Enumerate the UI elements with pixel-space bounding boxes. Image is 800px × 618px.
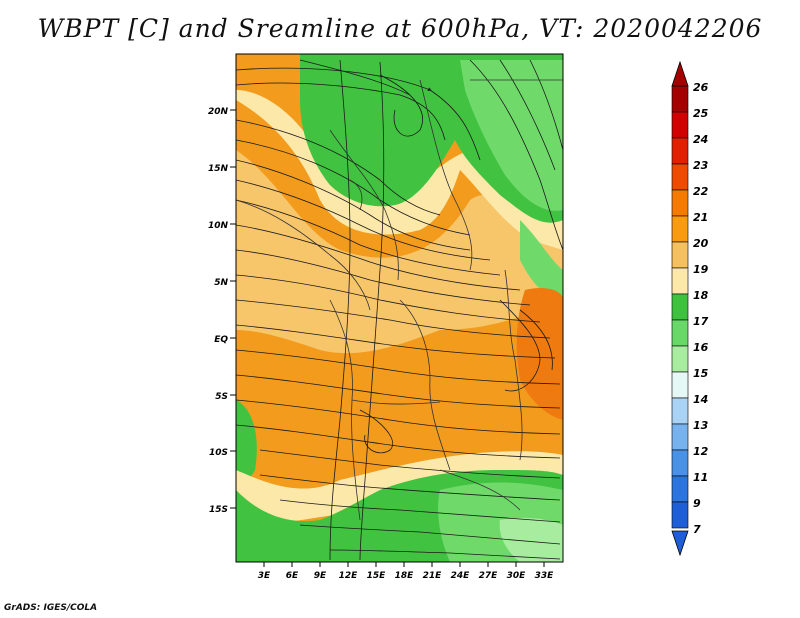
- west-green-blob: [236, 400, 257, 482]
- colorbar-boxes: [671, 85, 689, 529]
- colorbar-label: 7: [693, 523, 701, 536]
- colorbar-box: [671, 345, 689, 373]
- lon-label-6e: 6E: [286, 562, 299, 581]
- colorbar-label: 9: [693, 497, 701, 510]
- svg-text:10N: 10N: [208, 221, 229, 231]
- colorbar-bottom-arrow: [671, 530, 689, 557]
- svg-text:20N: 20N: [208, 107, 229, 117]
- svg-text:27E: 27E: [479, 571, 499, 581]
- lat-label-10s: 10S: [209, 448, 236, 458]
- map-title: WBPT [C] and Sreamline at 600hPa, VT: 20…: [37, 14, 763, 43]
- svg-text:5N: 5N: [214, 278, 228, 288]
- svg-text:6E: 6E: [286, 571, 299, 581]
- map-frame: [235, 53, 564, 563]
- colorbar-label: 20: [693, 237, 709, 250]
- country-borders: [236, 79, 563, 521]
- colorbar-box: [671, 501, 689, 529]
- east-green-strip: [520, 220, 563, 300]
- svg-text:15E: 15E: [367, 571, 387, 581]
- svg-text:12E: 12E: [339, 571, 359, 581]
- colorbar-box: [671, 215, 689, 243]
- colorbar-label: 17: [693, 315, 709, 328]
- lon-label-24e: 24E: [451, 562, 471, 581]
- colorbar-box: [671, 397, 689, 425]
- colorbar-label: 16: [693, 341, 709, 354]
- colorbar-label: 26: [693, 81, 709, 94]
- colorbar-box: [671, 293, 689, 321]
- lon-label-15e: 15E: [367, 562, 387, 581]
- colorbar-label: 13: [693, 419, 709, 432]
- light-orange-band: [236, 150, 563, 354]
- colorbar-box: [671, 475, 689, 503]
- colorbar-top-arrow: [671, 60, 689, 87]
- colorbar-box: [671, 189, 689, 217]
- colorbar-label: 14: [693, 393, 708, 406]
- map-plot: [236, 54, 563, 562]
- colorbar-label: 21: [693, 211, 708, 224]
- colorbar-box: [671, 449, 689, 477]
- svg-text:9E: 9E: [314, 571, 327, 581]
- svg-text:15N: 15N: [208, 164, 229, 174]
- svg-text:5S: 5S: [215, 392, 228, 402]
- lon-label-18e: 18E: [395, 562, 415, 581]
- colorbar-box: [671, 137, 689, 165]
- colorbar-box: [671, 423, 689, 451]
- lon-label-21e: 21E: [423, 562, 443, 581]
- lat-label-5s: 5S: [215, 392, 236, 402]
- svg-text:EQ: EQ: [214, 335, 228, 345]
- svg-text:18E: 18E: [395, 571, 415, 581]
- lat-label-20n: 20N: [208, 107, 236, 117]
- colorbar-label: 24: [693, 133, 708, 146]
- colorbar: 26 25 24 23 22 21 20 19 18 17 16 15 14 1…: [671, 60, 709, 557]
- colorbar-box: [671, 241, 689, 269]
- svg-text:10S: 10S: [209, 448, 228, 458]
- colorbar-label: 22: [693, 185, 709, 198]
- colorbar-box: [671, 371, 689, 399]
- lat-axis: 20N 15N 10N 5N EQ 5S 10S 15S: [208, 107, 236, 515]
- lat-label-15s: 15S: [209, 505, 236, 515]
- southeast-pale-green: [499, 517, 563, 562]
- colorbar-label: 23: [693, 159, 709, 172]
- colorbar-box: [671, 319, 689, 347]
- svg-text:21E: 21E: [423, 571, 443, 581]
- lon-label-9e: 9E: [314, 562, 327, 581]
- colorbar-label: 19: [693, 263, 709, 276]
- lat-label-5n: 5N: [214, 278, 236, 288]
- colorbar-box: [671, 267, 689, 295]
- colorbar-box: [671, 163, 689, 191]
- lon-label-33e: 33E: [535, 562, 555, 581]
- lat-label-10n: 10N: [208, 221, 236, 231]
- colorbar-label: 12: [693, 445, 709, 458]
- svg-text:3E: 3E: [258, 571, 271, 581]
- svg-text:15S: 15S: [209, 505, 228, 515]
- lon-label-27e: 27E: [479, 562, 499, 581]
- colorbar-label: 18: [693, 289, 709, 302]
- lon-label-3e: 3E: [258, 562, 271, 581]
- lat-label-15n: 15N: [208, 164, 236, 174]
- svg-text:33E: 33E: [535, 571, 555, 581]
- svg-text:24E: 24E: [451, 571, 471, 581]
- grads-credit: GrADS: IGES/COLA: [4, 603, 98, 613]
- colorbar-label: 25: [693, 107, 709, 120]
- colorbar-label: 15: [693, 367, 709, 380]
- lon-label-30e: 30E: [507, 562, 527, 581]
- colorbar-box: [671, 111, 689, 139]
- colorbar-box: [671, 85, 689, 113]
- lon-axis: 3E 6E 9E 12E 15E 18E 21E 24E 27E 30E 33E: [258, 562, 554, 581]
- colorbar-labels: 26 25 24 23 22 21 20 19 18 17 16 15 14 1…: [693, 81, 709, 536]
- lat-label-eq: EQ: [214, 335, 236, 345]
- streamlines: [236, 59, 563, 561]
- lon-label-12e: 12E: [339, 562, 359, 581]
- svg-text:30E: 30E: [507, 571, 527, 581]
- colorbar-label: 11: [693, 471, 708, 484]
